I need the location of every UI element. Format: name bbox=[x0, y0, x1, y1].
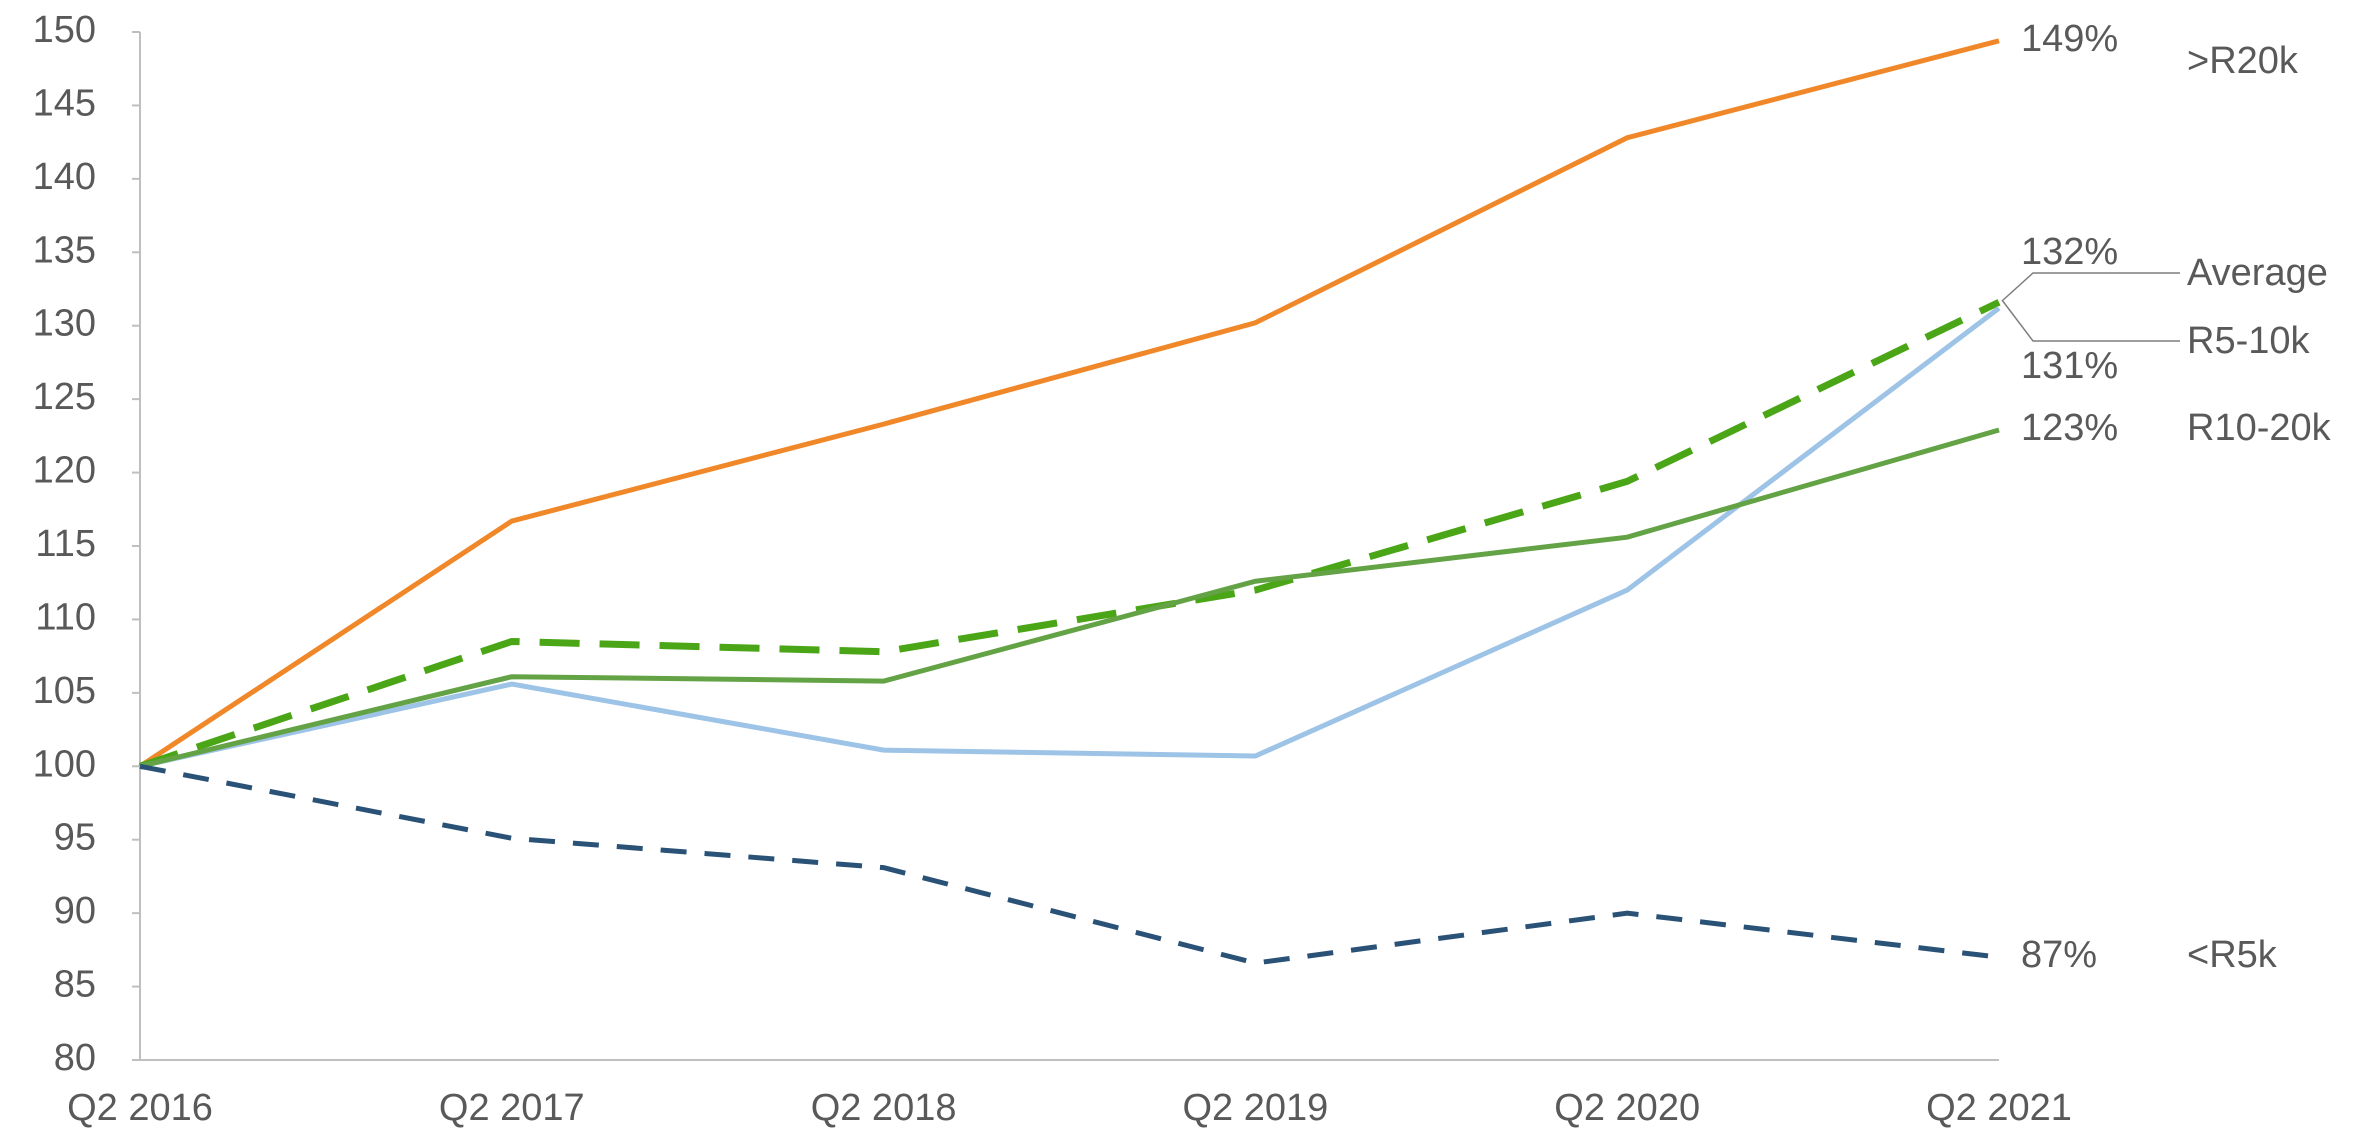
y-tick-label: 110 bbox=[35, 596, 96, 638]
leader-line bbox=[2001, 299, 2180, 342]
y-tick-label: 90 bbox=[54, 890, 96, 932]
series-label: >R20k bbox=[2187, 40, 2299, 82]
y-tick-label: 100 bbox=[33, 743, 96, 785]
y-tick-label: 140 bbox=[33, 156, 96, 198]
x-tick-label: Q2 2018 bbox=[811, 1087, 957, 1129]
y-tick-label: 150 bbox=[33, 9, 96, 51]
y-tick-label: 120 bbox=[33, 450, 96, 492]
value-label: 132% bbox=[2021, 231, 2118, 273]
y-tick-label: 125 bbox=[33, 376, 96, 418]
y-tick-label: 85 bbox=[54, 964, 96, 1006]
value-label: 149% bbox=[2021, 18, 2118, 60]
series-line bbox=[138, 299, 2001, 770]
x-tick-label: Q2 2016 bbox=[67, 1087, 213, 1129]
x-tick-label: Q2 2021 bbox=[1926, 1087, 2072, 1129]
y-tick-label: 115 bbox=[35, 523, 96, 565]
leader-line bbox=[2001, 272, 2180, 302]
value-label: 131% bbox=[2021, 345, 2118, 387]
y-tick-label: 130 bbox=[33, 303, 96, 345]
series-label: R5-10k bbox=[2187, 320, 2310, 362]
y-tick-label: 135 bbox=[33, 229, 96, 271]
series-label: R10-20k bbox=[2187, 407, 2332, 449]
value-label: 87% bbox=[2021, 934, 2097, 976]
x-tick-label: Q2 2020 bbox=[1554, 1087, 1700, 1129]
series-line bbox=[138, 38, 2000, 769]
y-tick-label: 95 bbox=[54, 817, 96, 859]
x-tick-label: Q2 2017 bbox=[439, 1087, 585, 1129]
series-label: Average bbox=[2187, 252, 2328, 294]
y-tick-label: 80 bbox=[54, 1037, 96, 1079]
series-line bbox=[139, 306, 2001, 769]
series-line bbox=[139, 763, 2000, 966]
series-label: <R5k bbox=[2187, 934, 2278, 976]
y-tick-label: 105 bbox=[33, 670, 96, 712]
value-label: 123% bbox=[2021, 407, 2118, 449]
x-tick-label: Q2 2019 bbox=[1183, 1087, 1329, 1129]
y-tick-label: 145 bbox=[33, 82, 96, 124]
series-line bbox=[139, 427, 2000, 769]
